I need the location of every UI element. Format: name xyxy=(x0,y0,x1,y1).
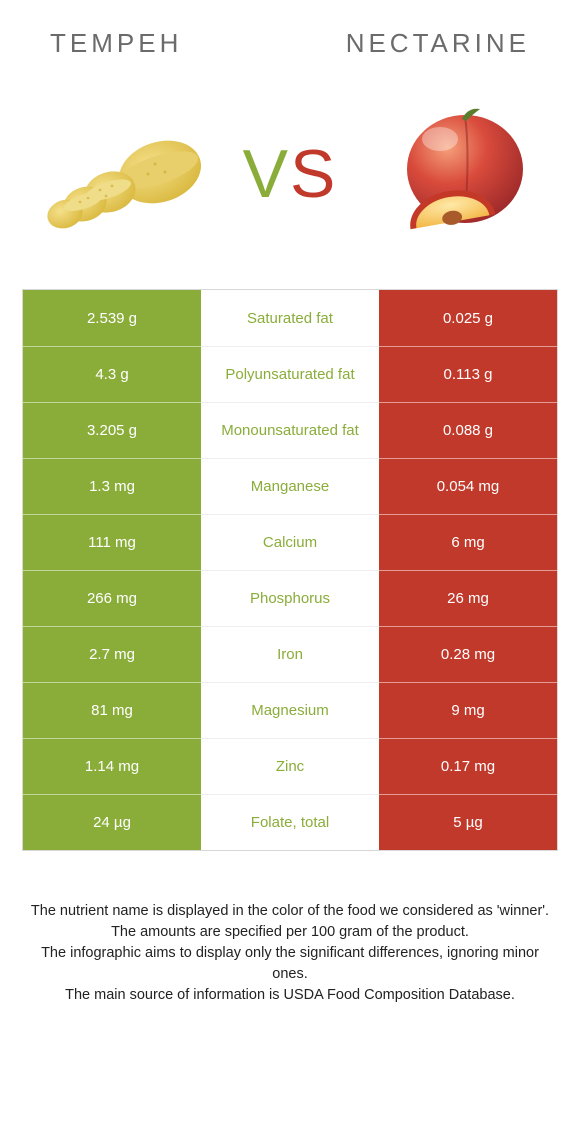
footer-line-4: The main source of information is USDA F… xyxy=(30,985,550,1006)
table-row: 266 mgPhosphorus26 mg xyxy=(23,570,557,626)
header: TEMPEH NECTARINE xyxy=(0,0,580,69)
right-value: 0.113 g xyxy=(379,346,557,402)
right-food-title: NECTARINE xyxy=(346,28,530,59)
right-value: 26 mg xyxy=(379,570,557,626)
footer-line-3: The infographic aims to display only the… xyxy=(30,943,550,985)
right-value: 5 µg xyxy=(379,794,557,850)
nutrient-label: Saturated fat xyxy=(201,290,379,346)
nutrient-label: Polyunsaturated fat xyxy=(201,346,379,402)
nutrient-label: Calcium xyxy=(201,514,379,570)
table-row: 2.539 gSaturated fat0.025 g xyxy=(23,290,557,346)
left-value: 1.3 mg xyxy=(23,458,201,514)
table-row: 111 mgCalcium6 mg xyxy=(23,514,557,570)
table-row: 4.3 gPolyunsaturated fat0.113 g xyxy=(23,346,557,402)
tempeh-icon xyxy=(40,114,210,234)
left-value: 1.14 mg xyxy=(23,738,201,794)
nectarine-icon xyxy=(370,89,540,259)
left-food-title: TEMPEH xyxy=(50,28,182,59)
nutrient-label: Folate, total xyxy=(201,794,379,850)
right-value: 0.025 g xyxy=(379,290,557,346)
right-value: 0.054 mg xyxy=(379,458,557,514)
nutrient-label: Iron xyxy=(201,626,379,682)
left-value: 3.205 g xyxy=(23,402,201,458)
table-row: 3.205 gMonounsaturated fat0.088 g xyxy=(23,402,557,458)
table-row: 1.3 mgManganese0.054 mg xyxy=(23,458,557,514)
nutrient-label: Phosphorus xyxy=(201,570,379,626)
table-row: 2.7 mgIron0.28 mg xyxy=(23,626,557,682)
nectarine-image xyxy=(370,89,540,259)
nutrient-label: Monounsaturated fat xyxy=(201,402,379,458)
left-value: 266 mg xyxy=(23,570,201,626)
tempeh-image xyxy=(40,89,210,259)
right-value: 6 mg xyxy=(379,514,557,570)
right-value: 9 mg xyxy=(379,682,557,738)
left-value: 2.539 g xyxy=(23,290,201,346)
left-value: 24 µg xyxy=(23,794,201,850)
right-value: 0.17 mg xyxy=(379,738,557,794)
left-value: 81 mg xyxy=(23,682,201,738)
left-value: 4.3 g xyxy=(23,346,201,402)
left-value: 111 mg xyxy=(23,514,201,570)
table-row: 81 mgMagnesium9 mg xyxy=(23,682,557,738)
nutrient-label: Manganese xyxy=(201,458,379,514)
footer-line-2: The amounts are specified per 100 gram o… xyxy=(30,922,550,943)
nutrition-table: 2.539 gSaturated fat0.025 g4.3 gPolyunsa… xyxy=(22,289,558,851)
nutrient-label: Magnesium xyxy=(201,682,379,738)
right-value: 0.28 mg xyxy=(379,626,557,682)
vs-v: V xyxy=(243,136,290,212)
table-row: 24 µgFolate, total5 µg xyxy=(23,794,557,850)
left-value: 2.7 mg xyxy=(23,626,201,682)
right-value: 0.088 g xyxy=(379,402,557,458)
vs-s: S xyxy=(290,136,337,212)
nutrient-label: Zinc xyxy=(201,738,379,794)
images-row: VS xyxy=(0,69,580,289)
footer-notes: The nutrient name is displayed in the co… xyxy=(0,851,580,1006)
vs-label: VS xyxy=(243,135,338,213)
footer-line-1: The nutrient name is displayed in the co… xyxy=(30,901,550,922)
table-row: 1.14 mgZinc0.17 mg xyxy=(23,738,557,794)
